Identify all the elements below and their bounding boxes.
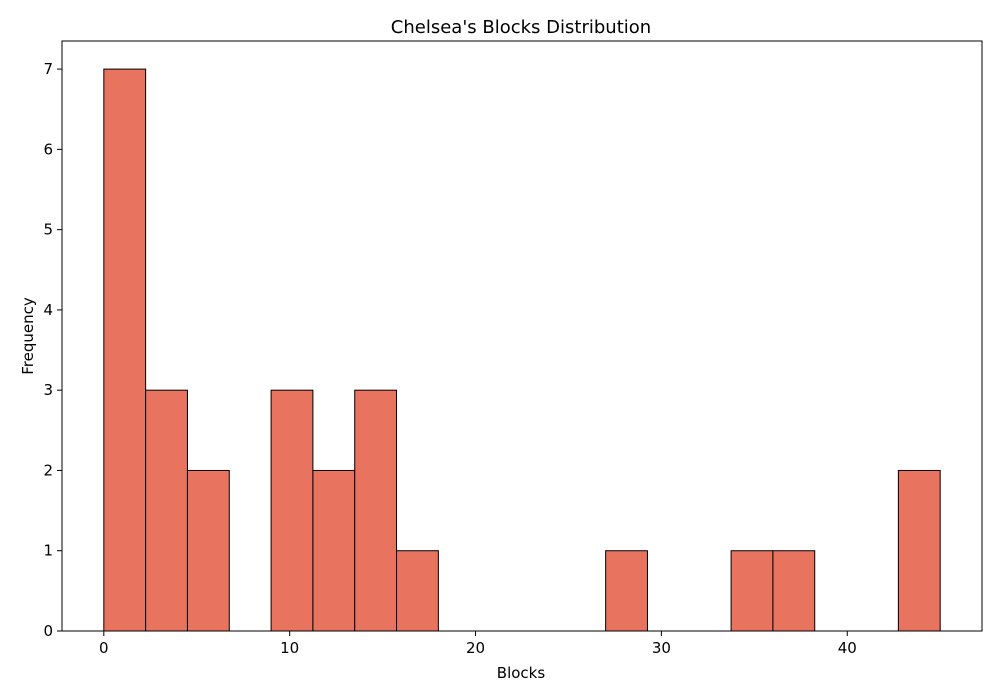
histogram-bar	[103, 68, 147, 632]
histogram-bar	[605, 550, 648, 632]
y-tick-label: 2	[43, 461, 53, 479]
x-tick-label: 20	[466, 639, 485, 657]
y-tick-label: 4	[43, 301, 53, 319]
y-axis-ticks: 0 1 2 3 4 5 6 7	[43, 60, 62, 640]
x-tick-label: 10	[280, 639, 299, 657]
histogram-bar	[396, 550, 439, 632]
y-tick-label: 7	[43, 60, 53, 78]
histogram-bar	[312, 469, 356, 632]
x-tick-label: 0	[99, 639, 109, 657]
histogram-bar	[772, 550, 816, 632]
histogram-bar	[145, 389, 188, 632]
bars-group	[103, 68, 941, 632]
histogram-bar	[354, 389, 398, 632]
chart-title: Chelsea's Blocks Distribution	[391, 17, 651, 38]
histogram-bar	[270, 389, 314, 632]
histogram-bar	[897, 469, 941, 632]
y-tick-label: 5	[43, 221, 53, 239]
y-axis-label: Frequency	[19, 297, 37, 375]
plot-frame	[61, 40, 983, 632]
y-tick-label: 0	[43, 622, 53, 640]
y-tick-label: 1	[43, 542, 53, 560]
x-axis-label: Blocks	[497, 664, 546, 682]
y-tick-label: 3	[43, 381, 53, 399]
x-tick-label: 30	[652, 639, 671, 657]
histogram-bar	[186, 469, 230, 632]
y-tick-label: 6	[43, 140, 53, 158]
x-tick-label: 40	[838, 639, 857, 657]
histogram-bar	[730, 550, 774, 632]
x-axis-ticks: 0 10 20 30 40	[99, 631, 857, 657]
